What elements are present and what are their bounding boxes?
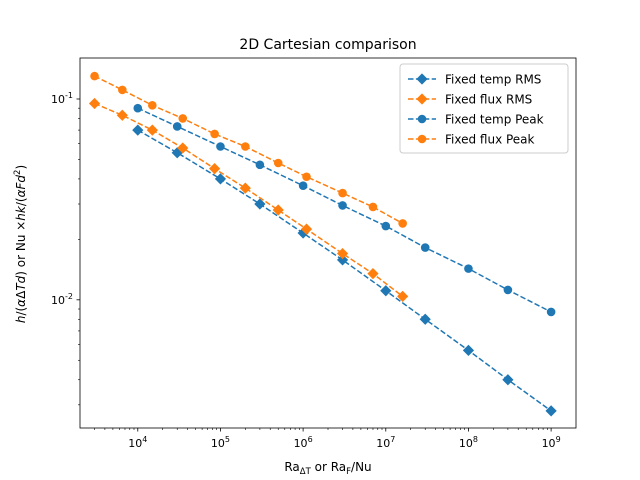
legend: Fixed temp RMS Fixed flux RMS Fixed temp P… — [399, 63, 569, 154]
data-point — [216, 142, 225, 151]
data-point — [464, 264, 473, 273]
data-point — [338, 201, 347, 210]
data-point — [545, 405, 557, 417]
x-tick-label: 104 — [128, 435, 147, 450]
data-point — [462, 344, 475, 356]
legend-box — [399, 63, 569, 154]
legend-label: Fixed temp Peak — [445, 113, 544, 127]
legend-marker — [416, 73, 428, 85]
y-tick-label: 10-2 — [51, 292, 73, 307]
x-tick-label: 109 — [542, 435, 561, 450]
axes-layer: 104 105 106 107 108 109 10-1 10-2 — [51, 57, 577, 450]
data-point — [302, 172, 311, 182]
data-point — [132, 124, 144, 136]
chart-title: 2D Cartesian comparison — [239, 37, 416, 53]
series-line-0 — [137, 129, 552, 412]
data-point — [368, 202, 378, 212]
data-point — [420, 243, 430, 252]
data-point — [214, 173, 227, 185]
legend-marker — [417, 114, 427, 124]
legend-marker — [416, 93, 428, 105]
x-tick-label: 105 — [211, 435, 230, 450]
legend-label: Fixed temp RMS — [445, 73, 541, 87]
y-tick-label: 10-1 — [51, 91, 73, 106]
data-point — [380, 285, 392, 297]
data-point — [338, 188, 347, 198]
data-point — [367, 268, 379, 280]
x-tick-label: 108 — [459, 435, 478, 450]
x-axis-label: RaΔT or RaF/Nu — [284, 460, 371, 477]
series-layer — [88, 71, 557, 417]
series-3 — [90, 71, 407, 228]
x-tick-label: 107 — [376, 435, 395, 450]
series-1 — [88, 97, 409, 302]
data-point — [398, 219, 407, 228]
data-point — [88, 97, 101, 110]
data-point — [148, 101, 157, 110]
data-point — [146, 124, 158, 136]
data-point — [255, 160, 265, 170]
legend-label: Fixed flux RMS — [445, 93, 532, 107]
legend-marker — [417, 134, 427, 144]
data-point — [116, 109, 128, 121]
legend-label: Fixed flux Peak — [445, 133, 535, 147]
data-point — [254, 198, 266, 210]
data-point — [90, 71, 99, 81]
data-point — [172, 122, 182, 131]
data-point — [210, 129, 219, 139]
data-point — [118, 85, 127, 95]
data-point — [133, 103, 143, 113]
data-point — [177, 142, 189, 154]
data-point — [273, 158, 283, 168]
data-point — [298, 181, 308, 191]
data-point — [546, 307, 556, 317]
data-point — [381, 221, 391, 231]
series-line-1 — [94, 102, 404, 297]
data-point — [239, 182, 251, 194]
data-point — [397, 290, 409, 302]
data-point — [272, 204, 284, 216]
data-point — [300, 223, 313, 235]
data-point — [241, 142, 250, 151]
x-tick-label: 106 — [294, 435, 313, 450]
series-line-2 — [137, 107, 552, 313]
data-point — [503, 285, 513, 295]
series-2 — [133, 103, 556, 317]
data-point — [336, 247, 349, 260]
y-axis-label: h/(αΔTd) or Nu ×hk/(αFd2) — [13, 165, 28, 323]
data-point — [178, 114, 188, 123]
data-point — [502, 374, 514, 386]
data-point — [209, 163, 221, 175]
data-point — [419, 313, 431, 325]
data-point — [336, 254, 349, 266]
